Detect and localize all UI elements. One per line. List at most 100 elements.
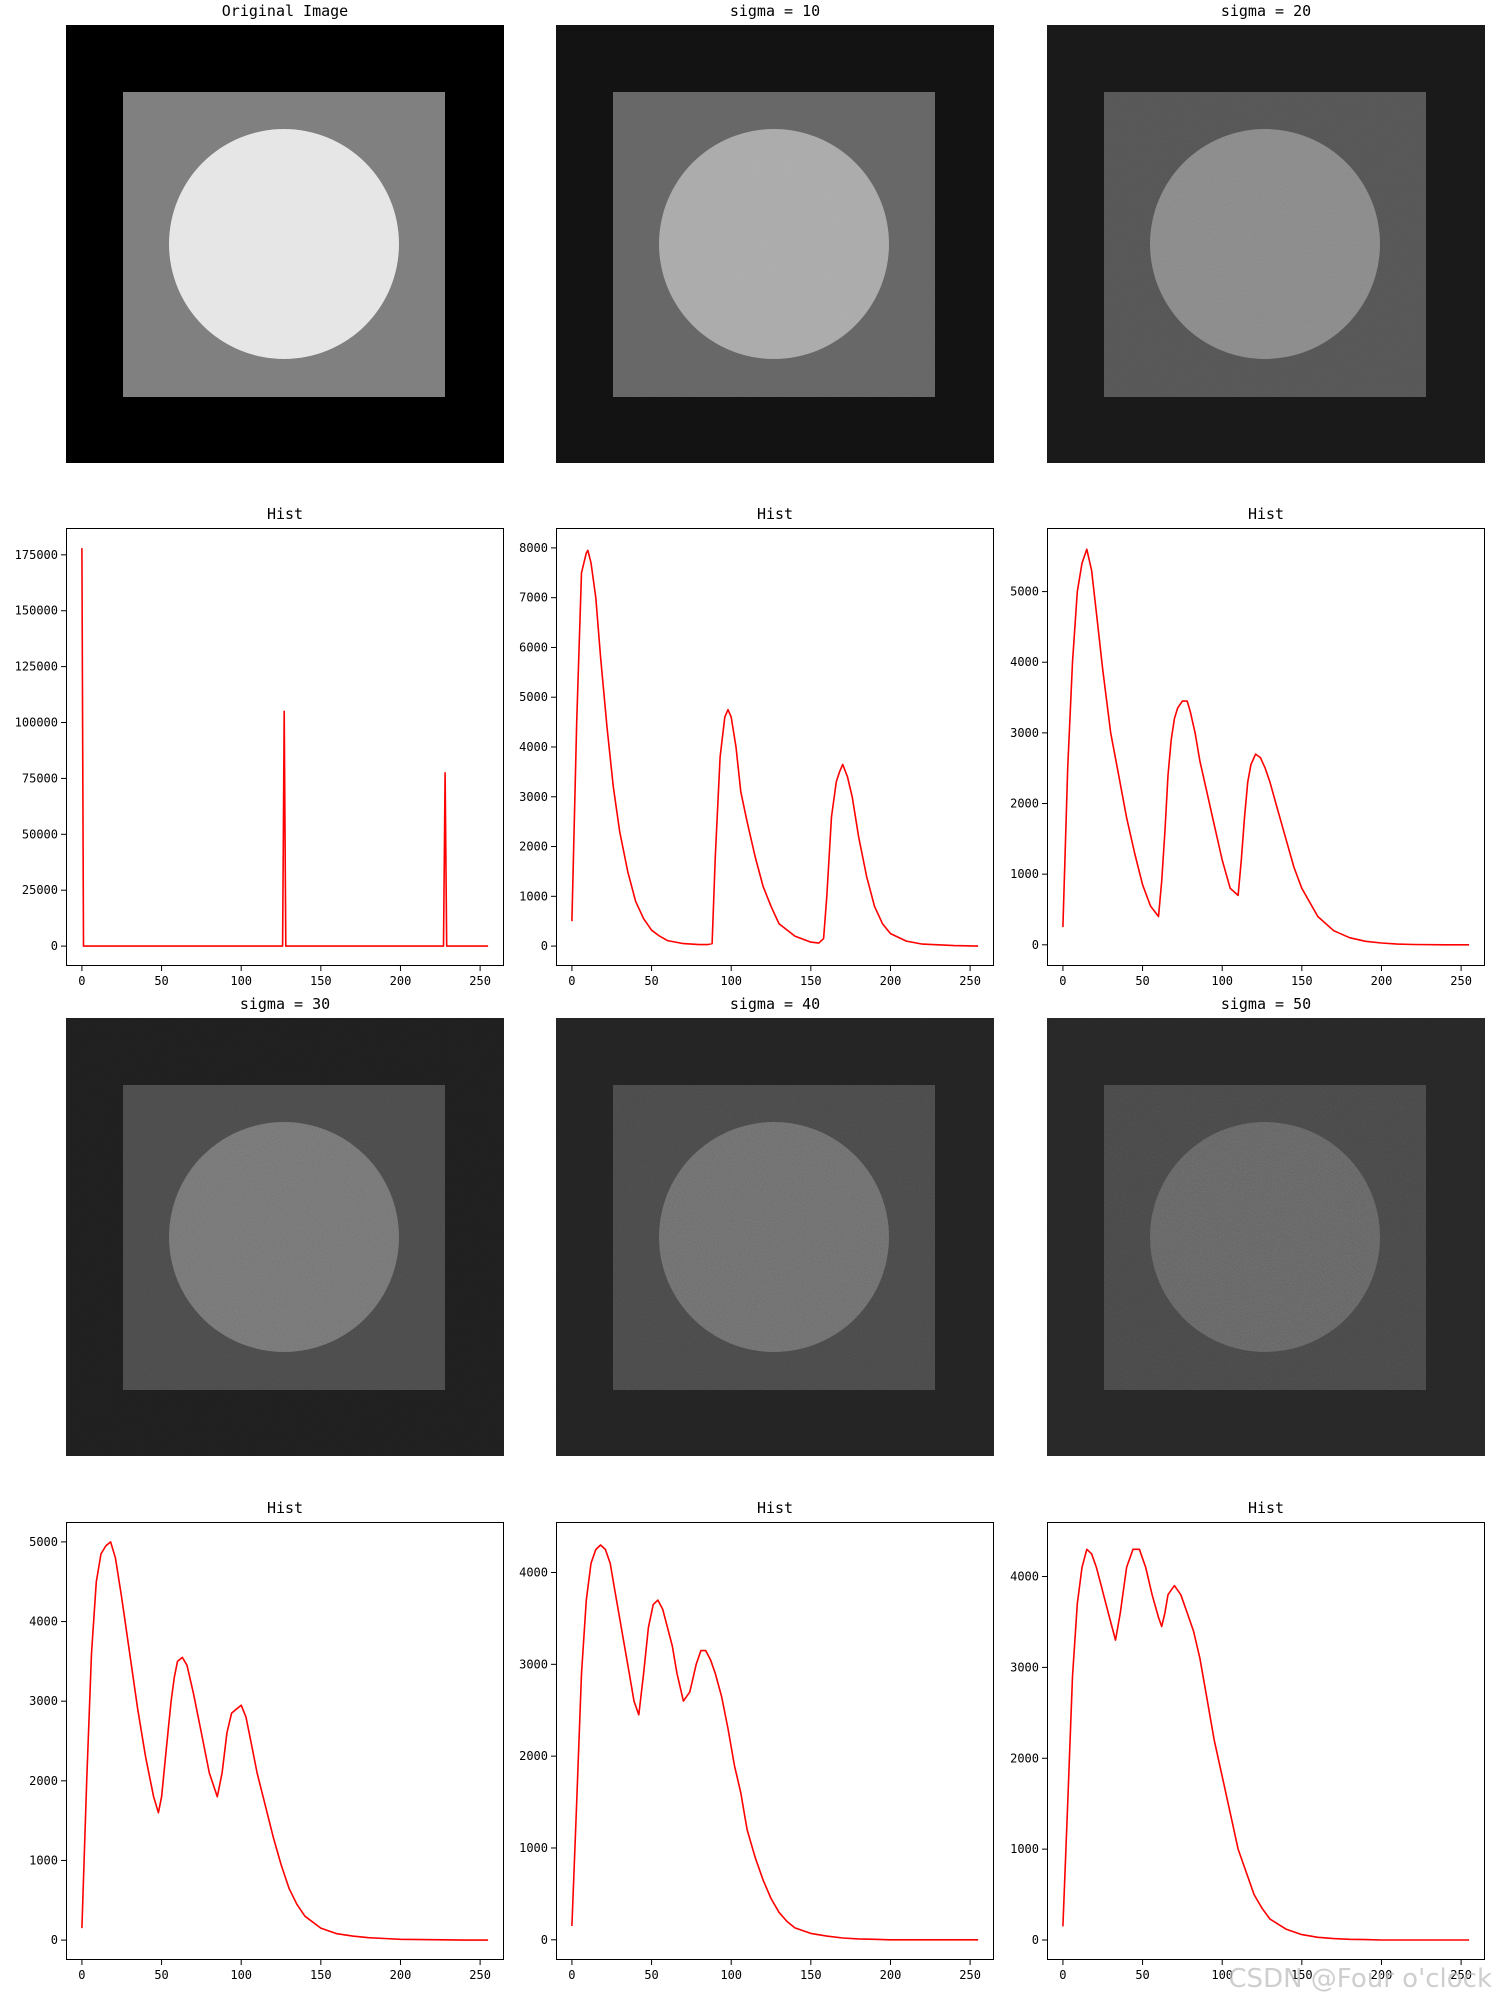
- x-tick-label: 200: [1371, 1968, 1393, 1982]
- image-panel: Original Image: [66, 0, 504, 463]
- image-panel: sigma = 50: [1047, 993, 1485, 1456]
- y-tick-label: 7000: [519, 591, 548, 605]
- image-title: sigma = 20: [1220, 2, 1312, 20]
- x-tick-label: 250: [959, 1968, 981, 1982]
- hist-line: [1062, 548, 1470, 946]
- x-tick-label: 100: [230, 1968, 252, 1982]
- x-tick-label: 200: [880, 974, 902, 988]
- hist-panel: Hist 0 50 100 150 200 250 0 1000 2000 3000 4000 5000: [1010, 503, 1485, 991]
- chart-title: Hist: [756, 1499, 794, 1517]
- hist-panel: Hist 0 50 100 150 200 250 0 1000 2000 3000 4000: [1010, 1497, 1485, 1985]
- y-tick-label: 3000: [29, 1694, 58, 1708]
- y-tick-label: 1000: [29, 1853, 58, 1867]
- image-canvas: [1047, 1018, 1485, 1456]
- y-tick-label: 2000: [29, 1774, 58, 1788]
- image-canvas: [556, 25, 994, 463]
- y-tick-label: 175000: [15, 548, 58, 562]
- y-tick-label: 4000: [519, 1566, 548, 1580]
- x-tick-label: 250: [1450, 974, 1472, 988]
- chart-title: Hist: [756, 505, 794, 523]
- y-tick-label: 1000: [1010, 1842, 1039, 1856]
- plot-frame: [556, 1522, 994, 1960]
- y-tick-label: 100000: [15, 716, 58, 730]
- x-tick-label: 250: [959, 974, 981, 988]
- watermark: CSDN @Four o'clock: [1228, 1964, 1492, 1994]
- y-tick-label: 4000: [1010, 655, 1039, 669]
- x-tick-label: 50: [1135, 1968, 1149, 1982]
- hist-chart: 0 50 100 150 200 250 0 1000 2000 3000 4000: [519, 1522, 994, 1982]
- hist-panel: Hist 0 50 100 150 200 250 0 25000 50000 75000 10000…: [15, 503, 504, 991]
- image-canvas: [66, 1018, 504, 1456]
- x-tick-label: 100: [720, 974, 742, 988]
- x-tick-label: 150: [310, 1968, 332, 1982]
- x-tick-label: 0: [568, 1968, 575, 1982]
- x-tick-label: 0: [1059, 974, 1066, 988]
- y-tick-label: 50000: [22, 827, 58, 841]
- light-circle: [169, 129, 399, 359]
- y-tick-label: 25000: [22, 883, 58, 897]
- y-tick-label: 2000: [519, 840, 548, 854]
- noise-overlay: [1047, 25, 1485, 463]
- x-tick-label: 200: [390, 974, 412, 988]
- image-title: sigma = 40: [729, 995, 821, 1013]
- x-tick-label: 100: [720, 1968, 742, 1982]
- noise-overlay: [556, 1018, 994, 1456]
- chart-title: Hist: [1247, 1499, 1285, 1517]
- hist-line: [1062, 1548, 1470, 1941]
- chart-title: Hist: [266, 1499, 304, 1517]
- y-tick-label: 0: [541, 1933, 548, 1947]
- hist-panel: Hist 0 50 100 150 200 250 0 1000 2000 3000 4000: [519, 1497, 994, 1985]
- chart-title: Hist: [1247, 505, 1285, 523]
- x-tick-label: 100: [230, 974, 252, 988]
- image-title: sigma = 10: [729, 2, 821, 20]
- hist-chart: 0 50 100 150 200 250 0 25000 50000 75000 100000 125…: [15, 528, 504, 988]
- y-tick-label: 2000: [519, 1749, 548, 1763]
- hist-line: [571, 549, 979, 947]
- y-tick-label: 5000: [519, 690, 548, 704]
- x-tick-label: 250: [469, 974, 491, 988]
- x-tick-label: 50: [644, 974, 658, 988]
- y-tick-label: 8000: [519, 541, 548, 555]
- x-tick-label: 50: [1135, 974, 1149, 988]
- y-tick-label: 3000: [519, 1657, 548, 1671]
- hist-line: [81, 548, 489, 947]
- y-tick-label: 3000: [519, 790, 548, 804]
- plot-frame: [1047, 528, 1485, 966]
- image-panel: sigma = 10: [556, 0, 994, 463]
- x-tick-label: 150: [800, 1968, 822, 1982]
- hist-chart: 0 50 100 150 200 250 0 1000 2000 3000 4000 5000: [29, 1522, 504, 1982]
- x-tick-label: 200: [390, 1968, 412, 1982]
- y-tick-label: 4000: [1010, 1570, 1039, 1584]
- y-tick-label: 1000: [1010, 867, 1039, 881]
- y-tick-label: 4000: [519, 740, 548, 754]
- x-tick-label: 100: [1211, 1968, 1233, 1982]
- image-panel: sigma = 30: [66, 993, 504, 1456]
- hist-chart: 0 50 100 150 200 250 0 1000 2000 3000 4000 5000 6000…: [519, 528, 994, 988]
- y-tick-label: 0: [51, 1933, 58, 1947]
- x-tick-label: 200: [1371, 974, 1393, 988]
- hist-line: [81, 1541, 489, 1941]
- x-tick-label: 150: [800, 974, 822, 988]
- noise-overlay: [556, 25, 994, 463]
- x-tick-label: 0: [568, 974, 575, 988]
- hist-line: [571, 1544, 979, 1941]
- noise-overlay: [66, 1018, 504, 1456]
- x-tick-label: 250: [469, 1968, 491, 1982]
- chart-title: Hist: [266, 505, 304, 523]
- image-canvas: [556, 1018, 994, 1456]
- image-title: Original Image: [221, 2, 349, 20]
- plot-frame: [66, 1522, 504, 1960]
- y-tick-label: 5000: [29, 1535, 58, 1549]
- x-tick-label: 250: [1450, 1968, 1472, 1982]
- x-tick-label: 150: [1291, 974, 1313, 988]
- y-tick-label: 150000: [15, 604, 58, 618]
- y-tick-label: 125000: [15, 660, 58, 674]
- x-tick-label: 100: [1211, 974, 1233, 988]
- y-tick-label: 4000: [29, 1615, 58, 1629]
- hist-chart: 0 50 100 150 200 250 0 1000 2000 3000 4000 5000: [1010, 528, 1485, 988]
- image-title: sigma = 30: [239, 995, 331, 1013]
- x-tick-label: 0: [78, 1968, 85, 1982]
- image-panel: sigma = 20: [1047, 0, 1485, 463]
- y-tick-label: 1000: [519, 889, 548, 903]
- x-tick-label: 0: [78, 974, 85, 988]
